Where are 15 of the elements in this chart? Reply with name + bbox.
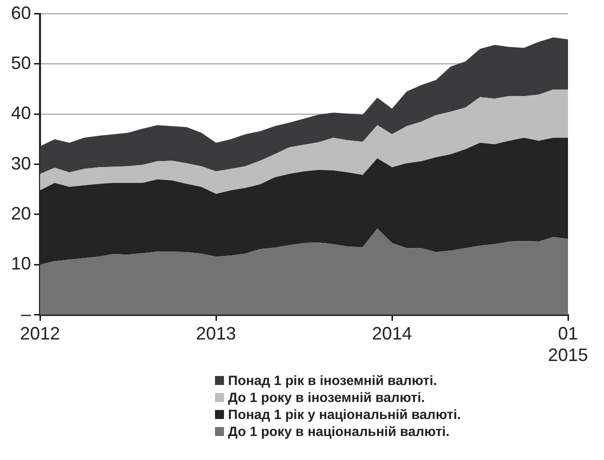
x-tick-label: 2014 [372,324,412,344]
y-tick-label: – [21,304,32,324]
legend-label: Понад 1 рік в іноземній валюті. [228,372,438,389]
x-tick-label: 2013 [196,324,236,344]
x-tick-label: 01 2015 [548,324,588,366]
y-tick-label: 10 [10,254,32,274]
y-tick-label: 40 [10,103,32,124]
legend-label: Понад 1 рік у національній валюті. [228,406,461,423]
y-tick-label: 20 [10,203,32,224]
y-tick-label: 30 [10,153,32,174]
legend-label: До 1 року в національній валюті. [228,423,450,440]
x-tick-label: 2012 [20,324,60,344]
legend-label: До 1 року в іноземній валюті. [228,389,425,406]
y-tick-label: 60 [10,2,32,23]
y-tick-label: 50 [10,52,32,73]
